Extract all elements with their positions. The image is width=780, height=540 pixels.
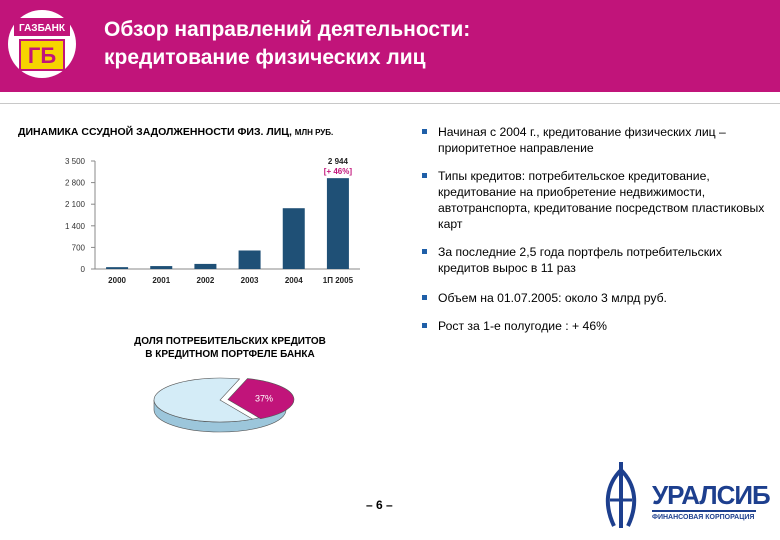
pie-slice	[227, 378, 295, 420]
uralsib-logo-icon	[605, 462, 637, 528]
y-tick-label: 1 400	[65, 222, 86, 231]
bullet-item: Рост за 1-е полугодие : + 46%	[420, 318, 772, 334]
x-tick-label: 2001	[152, 276, 170, 285]
bar-value-label: 2 944	[328, 157, 349, 166]
pie-title-line-1: ДОЛЯ ПОТРЕБИТЕЛЬСКИХ КРЕДИТОВ	[134, 336, 326, 347]
pie-chart: 37%	[153, 377, 295, 433]
x-tick-label: 1П 2005	[323, 276, 354, 285]
bullet-item: Типы кредитов: потребительское кредитова…	[420, 168, 772, 232]
y-tick-label: 2 100	[65, 200, 86, 209]
y-tick-label: 0	[81, 265, 86, 274]
logo-text: ГАЗБАНК	[19, 23, 66, 34]
bullet-item: Начиная с 2004 г., кредитование физическ…	[420, 124, 772, 156]
bullet-item: За последние 2,5 года портфель потребите…	[420, 244, 772, 276]
header-banner: ГАЗБАНК ГБ Обзор направлений деятельност…	[0, 0, 780, 92]
bar-chart-title-text: ДИНАМИКА ССУДНОЙ ЗАДОЛЖЕННОСТИ ФИЗ. ЛИЦ,	[18, 126, 292, 138]
x-tick-label: 2003	[241, 276, 259, 285]
pie-chart-title: ДОЛЯ ПОТРЕБИТЕЛЬСКИХ КРЕДИТОВ В КРЕДИТНО…	[80, 335, 380, 361]
y-tick-label: 700	[72, 243, 86, 252]
title-line-2: кредитование физических лиц	[104, 46, 426, 69]
page-title: Обзор направлений деятельности: кредитов…	[104, 16, 470, 72]
y-tick-label: 2 800	[65, 179, 86, 188]
bar	[194, 263, 217, 269]
bar-chart-title: ДИНАМИКА ССУДНОЙ ЗАДОЛЖЕННОСТИ ФИЗ. ЛИЦ,…	[18, 126, 333, 138]
bar	[238, 250, 261, 269]
pie-slice-label: 37%	[255, 393, 273, 403]
bar	[326, 178, 349, 269]
logo-mark: ГБ	[28, 43, 56, 68]
bar	[282, 208, 305, 269]
pie-slice	[153, 377, 254, 423]
header-divider	[0, 103, 780, 104]
bar-chart-unit: МЛН РУБ.	[294, 128, 334, 137]
growth-label: [+ 46%]	[324, 167, 353, 176]
y-tick-label: 3 500	[65, 157, 86, 166]
title-line-1: Обзор направлений деятельности:	[104, 18, 471, 41]
x-tick-label: 2002	[197, 276, 215, 285]
pie-title-line-2: В КРЕДИТНОМ ПОРТФЕЛЕ БАНКА	[145, 349, 315, 360]
gazbank-logo: ГАЗБАНК ГБ	[8, 10, 76, 78]
x-tick-label: 2000	[108, 276, 126, 285]
bar-chart: 0 700 1 400 2 100 2 800 3 500 2000 2001 2002 2003…	[65, 157, 360, 285]
bar	[150, 266, 173, 269]
brand-subtitle: ФИНАНСОВАЯ КОРПОРАЦИЯ	[652, 510, 756, 521]
page-number: – 6 –	[366, 498, 393, 512]
bullet-item: Объем на 01.07.2005: около 3 млрд руб.	[420, 290, 772, 306]
bullet-list: Начиная с 2004 г., кредитование физическ…	[420, 124, 772, 334]
x-tick-label: 2004	[285, 276, 303, 285]
bar	[106, 267, 129, 269]
brand-name: УРАЛСИБ	[652, 480, 771, 510]
